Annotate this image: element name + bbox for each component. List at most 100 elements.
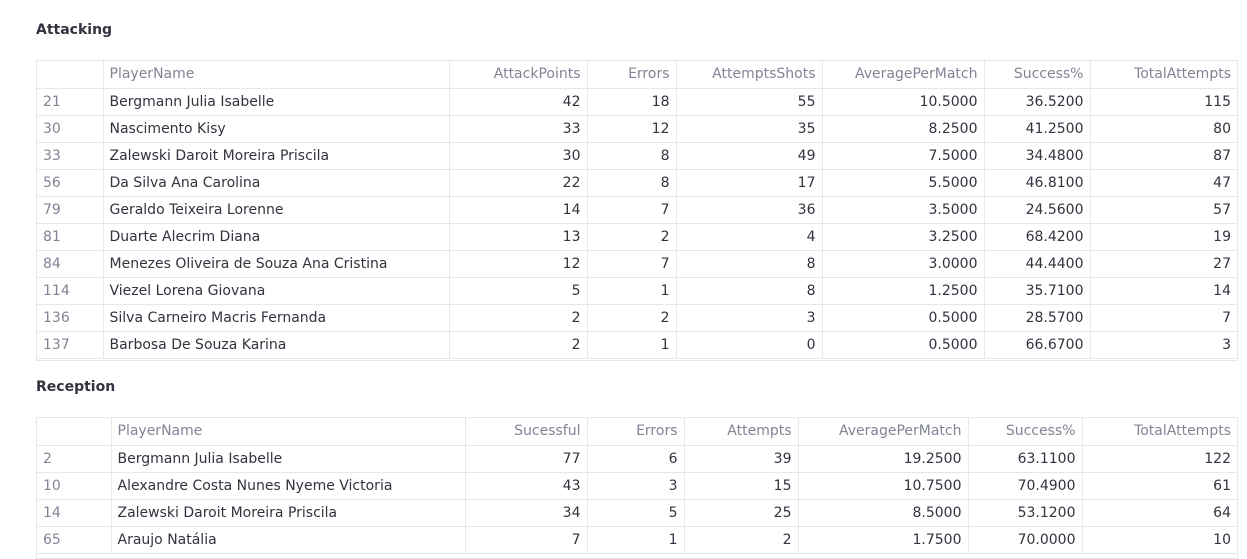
table-cell[interactable]: 24.5600 [984, 196, 1091, 224]
table-cell[interactable]: 3.5000 [822, 196, 985, 224]
table-cell[interactable]: 5.5000 [822, 169, 985, 197]
table-cell[interactable]: Viezel Lorena Giovana [103, 277, 450, 305]
table-cell[interactable]: 2 [449, 331, 588, 359]
row-index[interactable]: 2 [37, 445, 112, 473]
table-cell[interactable]: 41.2500 [984, 115, 1091, 143]
table-cell[interactable]: 70.4900 [968, 472, 1083, 500]
reception-column-header[interactable]: AveragePerMatch [798, 418, 969, 446]
table-cell[interactable]: 2 [449, 304, 588, 332]
table-cell[interactable]: 47 [1090, 169, 1237, 197]
table-cell[interactable]: 3 [587, 472, 685, 500]
table-cell[interactable]: 19.2500 [798, 445, 969, 473]
row-index[interactable]: 30 [37, 115, 104, 143]
table-row[interactable]: 21 Bergmann Julia Isabelle 42 18 55 10.5000 36… [37, 88, 1237, 116]
table-row[interactable]: 2 Bergmann Julia Isabelle 77 6 39 19.2500 63.1… [37, 445, 1237, 473]
table-cell[interactable]: 10.7500 [798, 472, 969, 500]
row-index[interactable]: 79 [37, 196, 104, 224]
table-cell[interactable]: 17 [676, 169, 823, 197]
table-cell[interactable]: 39 [684, 445, 799, 473]
table-cell[interactable]: 33 [449, 115, 588, 143]
table-row[interactable]: 30 Nascimento Kisy 33 12 35 8.2500 41.2500 80 [37, 115, 1237, 143]
table-cell[interactable]: 77 [465, 445, 588, 473]
table-cell[interactable]: 2 [587, 223, 677, 251]
table-cell[interactable]: 122 [1082, 445, 1237, 473]
table-cell[interactable]: Nascimento Kisy [103, 115, 450, 143]
table-cell[interactable]: Barbosa De Souza Karina [103, 331, 450, 359]
table-cell[interactable]: 0 [676, 331, 823, 359]
row-index[interactable]: 136 [37, 304, 104, 332]
table-row[interactable]: 136 Silva Carneiro Macris Fernanda 2 2 3 0.50… [37, 304, 1237, 332]
table-cell[interactable]: 3.0000 [822, 250, 985, 278]
table-cell[interactable]: 61 [1082, 472, 1237, 500]
attacking-column-header[interactable]: AveragePerMatch [822, 61, 985, 89]
table-cell[interactable]: Geraldo Teixeira Lorenne [103, 196, 450, 224]
table-cell[interactable]: 25 [684, 499, 799, 527]
attacking-table[interactable]: PlayerName AttackPoints Errors AttemptsShot… [36, 60, 1238, 361]
reception-column-header[interactable]: TotalAttempts [1082, 418, 1237, 446]
table-cell[interactable]: 8.5000 [798, 499, 969, 527]
table-cell[interactable]: 35 [676, 115, 823, 143]
table-cell[interactable]: 35.7100 [984, 277, 1091, 305]
table-cell[interactable]: 7.5000 [822, 142, 985, 170]
row-index[interactable]: 33 [37, 142, 104, 170]
table-cell[interactable]: 4 [676, 223, 823, 251]
table-cell[interactable]: 44.4400 [984, 250, 1091, 278]
table-row[interactable]: 79 Geraldo Teixeira Lorenne 14 7 36 3.5000 24.… [37, 196, 1237, 224]
table-cell[interactable]: 7 [587, 196, 677, 224]
table-cell[interactable]: 2 [587, 304, 677, 332]
table-cell[interactable]: 0.5000 [822, 304, 985, 332]
table-cell[interactable]: 46.8100 [984, 169, 1091, 197]
table-cell[interactable]: 28.5700 [984, 304, 1091, 332]
row-index[interactable]: 137 [37, 331, 104, 359]
table-cell[interactable]: 27 [1090, 250, 1237, 278]
table-row[interactable]: 14 Zalewski Daroit Moreira Priscila 34 5 25 8… [37, 499, 1237, 527]
table-cell[interactable]: Menezes Oliveira de Souza Ana Cristina [103, 250, 450, 278]
reception-column-header[interactable]: Sucessful [465, 418, 588, 446]
table-cell[interactable]: 14 [1090, 277, 1237, 305]
table-row[interactable]: 81 Duarte Alecrim Diana 13 2 4 3.2500 68.4200 1… [37, 223, 1237, 251]
row-index[interactable]: 81 [37, 223, 104, 251]
table-cell[interactable]: 8 [676, 277, 823, 305]
row-index[interactable]: 14 [37, 499, 112, 527]
table-cell[interactable]: 6 [587, 445, 685, 473]
table-cell[interactable]: 80 [1090, 115, 1237, 143]
table-cell[interactable]: 43 [465, 472, 588, 500]
reception-column-header[interactable] [37, 418, 112, 446]
table-cell[interactable]: 115 [1090, 88, 1237, 116]
table-cell[interactable]: 3 [676, 304, 823, 332]
table-cell[interactable]: 13 [449, 223, 588, 251]
table-cell[interactable]: 0.5000 [822, 331, 985, 359]
table-cell[interactable]: 36 [676, 196, 823, 224]
table-cell[interactable]: 15 [684, 472, 799, 500]
table-row[interactable]: 137 Barbosa De Souza Karina 2 1 0 0.5000 66.67… [37, 331, 1237, 359]
table-cell[interactable]: 3.2500 [822, 223, 985, 251]
attacking-column-header[interactable]: Success% [984, 61, 1091, 89]
table-cell[interactable]: Bergmann Julia Isabelle [111, 445, 466, 473]
table-cell[interactable]: 30 [449, 142, 588, 170]
table-cell[interactable]: Silva Carneiro Macris Fernanda [103, 304, 450, 332]
table-cell[interactable]: 3 [1090, 331, 1237, 359]
table-row[interactable]: 33 Zalewski Daroit Moreira Priscila 30 8 49 7… [37, 142, 1237, 170]
table-row[interactable]: 84 Menezes Oliveira de Souza Ana Cristina… [37, 250, 1237, 278]
table-cell[interactable]: 8.2500 [822, 115, 985, 143]
table-cell[interactable]: 68.4200 [984, 223, 1091, 251]
table-cell[interactable]: 5 [587, 499, 685, 527]
table-cell[interactable]: 10.5000 [822, 88, 985, 116]
table-cell[interactable]: 1 [587, 277, 677, 305]
table-cell[interactable]: 5 [449, 277, 588, 305]
table-cell[interactable]: Zalewski Daroit Moreira Priscila [103, 142, 450, 170]
row-index[interactable]: 56 [37, 169, 104, 197]
attacking-column-header[interactable]: Errors [587, 61, 677, 89]
reception-column-header[interactable]: Success% [968, 418, 1083, 446]
attacking-column-header[interactable]: TotalAttempts [1090, 61, 1237, 89]
row-index[interactable]: 84 [37, 250, 104, 278]
table-cell[interactable]: Bergmann Julia Isabelle [103, 88, 450, 116]
reception-column-header[interactable]: PlayerName [111, 418, 466, 446]
table-cell[interactable]: 34.4800 [984, 142, 1091, 170]
reception-column-header[interactable]: Attempts [684, 418, 799, 446]
table-cell[interactable]: 18 [587, 88, 677, 116]
attacking-column-header[interactable]: AttemptsShots [676, 61, 823, 89]
table-cell[interactable]: 36.5200 [984, 88, 1091, 116]
attacking-column-header[interactable]: AttackPoints [449, 61, 588, 89]
reception-table[interactable]: PlayerName Sucessful Errors Attempts Average… [36, 417, 1238, 559]
